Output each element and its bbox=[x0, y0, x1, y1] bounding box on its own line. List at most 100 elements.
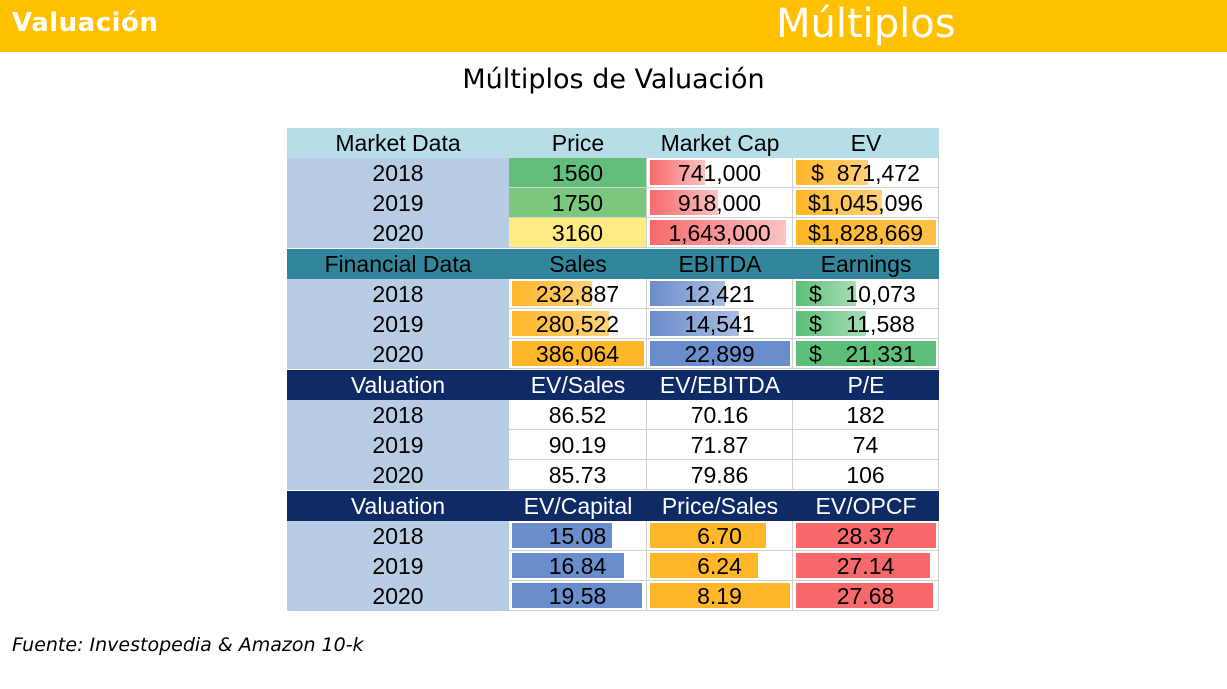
header-cell: EV/Sales bbox=[509, 370, 647, 400]
header-cell: Valuation bbox=[287, 370, 509, 400]
price-sales-value: 8.19 bbox=[697, 583, 742, 609]
data-bar bbox=[650, 311, 739, 336]
sales-cell: 280,522 bbox=[509, 309, 647, 339]
table-row: 2020 19.58 8.19 27.68 bbox=[287, 581, 939, 611]
header-cell: EV/OPCF bbox=[793, 491, 939, 521]
earnings-value: 11,588 bbox=[846, 311, 915, 337]
section-title: Valuación bbox=[12, 8, 159, 38]
ev-capital-value: 19.58 bbox=[548, 583, 607, 609]
ev-cell: $1,045,096 bbox=[793, 188, 939, 218]
year-cell: 2019 bbox=[287, 551, 509, 581]
pe-cell: 74 bbox=[793, 430, 939, 460]
header-cell: EV bbox=[793, 128, 939, 158]
data-bar bbox=[796, 341, 936, 366]
data-bar bbox=[650, 281, 725, 306]
year-cell: 2019 bbox=[287, 309, 509, 339]
ev-capital-cell: 16.84 bbox=[509, 551, 647, 581]
table-row: 2018 86.52 70.16 182 bbox=[287, 400, 939, 430]
header-cell: EV/Capital bbox=[509, 491, 647, 521]
earnings-value: 21,331 bbox=[845, 341, 916, 367]
ev-opcf-cell: 28.37 bbox=[793, 521, 939, 551]
data-bar bbox=[796, 281, 856, 306]
header-cell: EV/EBITDA bbox=[647, 370, 793, 400]
data-bar bbox=[512, 281, 592, 306]
topic-title: Múltiplos bbox=[776, 1, 956, 47]
header-cell: Earnings bbox=[793, 249, 939, 279]
data-bar bbox=[796, 160, 868, 185]
year-cell: 2020 bbox=[287, 460, 509, 490]
table-row: 2020 85.73 79.86 106 bbox=[287, 460, 939, 490]
financial-header-row: Financial Data Sales EBITDA Earnings bbox=[287, 249, 939, 279]
market-cap-value: 1,643,000 bbox=[668, 220, 771, 246]
ev-ebitda-cell: 70.16 bbox=[647, 400, 793, 430]
header-cell: Financial Data bbox=[287, 249, 509, 279]
currency-symbol: $ bbox=[809, 281, 822, 307]
data-bar bbox=[650, 160, 705, 185]
ebitda-value: 22,899 bbox=[684, 341, 755, 367]
table-row: 2020 3160 1,643,000 $1,828,669 bbox=[287, 218, 939, 248]
ev-sales-cell: 86.52 bbox=[509, 400, 647, 430]
ev-value: $1,828,669 bbox=[807, 220, 924, 246]
pe-cell: 182 bbox=[793, 400, 939, 430]
data-bar bbox=[796, 583, 933, 608]
data-bar bbox=[650, 553, 758, 578]
data-bar bbox=[512, 553, 624, 578]
ev-opcf-cell: 27.14 bbox=[793, 551, 939, 581]
table-row: 386,064 2020 22,899 $21,331 bbox=[287, 339, 939, 369]
price-cell: 1560 bbox=[509, 158, 647, 188]
table-row: 2018 15.08 6.70 28.37 bbox=[287, 521, 939, 551]
ebitda-value: 12,421 bbox=[684, 281, 755, 307]
header-cell: Price bbox=[509, 128, 647, 158]
data-bar bbox=[796, 311, 866, 336]
ev-opcf-value: 28.37 bbox=[836, 523, 895, 549]
price-sales-cell: 6.24 bbox=[647, 551, 793, 581]
market-cap-cell: 1,643,000 bbox=[647, 218, 793, 248]
slide-title: Múltiplos de Valuación bbox=[462, 64, 765, 95]
market-cap-cell: 741,000 bbox=[647, 158, 793, 188]
header-cell: EBITDA bbox=[647, 249, 793, 279]
ev-value: $1,045,096 bbox=[807, 190, 924, 216]
table-row: 2019 280,522 14,541 $11,588 bbox=[287, 309, 939, 339]
ev-sales-cell: 90.19 bbox=[509, 430, 647, 460]
multiples-table: Market Data Price Market Cap EV 2018 156… bbox=[287, 128, 939, 612]
header-bar: Valuación Múltiplos bbox=[0, 0, 1227, 52]
price-sales-cell: 8.19 bbox=[647, 581, 793, 611]
ev-capital-value: 15.08 bbox=[548, 523, 607, 549]
price-sales-cell: 6.70 bbox=[647, 521, 793, 551]
header-cell: Market Cap bbox=[647, 128, 793, 158]
ebitda-cell: 22,899 bbox=[647, 339, 793, 369]
ebitda-value: 14,541 bbox=[684, 311, 755, 337]
ev-opcf-value: 27.14 bbox=[836, 553, 895, 579]
year-cell: 2019 bbox=[287, 430, 509, 460]
sales-cell: 386,064 bbox=[509, 339, 647, 369]
ebitda-cell: 14,541 bbox=[647, 309, 793, 339]
ev-capital-value: 16.84 bbox=[548, 553, 607, 579]
year-cell: 2018 bbox=[287, 158, 509, 188]
data-bar bbox=[512, 311, 609, 336]
data-bar bbox=[650, 341, 790, 366]
header-cell: Price/Sales bbox=[647, 491, 793, 521]
data-bar bbox=[796, 220, 936, 245]
year-cell: 2020 bbox=[287, 581, 509, 611]
price-sales-value: 6.24 bbox=[697, 553, 742, 579]
valuation-header-row: Valuation EV/Capital Price/Sales EV/OPCF bbox=[287, 491, 939, 521]
year-cell: 2019 bbox=[287, 188, 509, 218]
sales-value: 386,064 bbox=[535, 341, 620, 367]
price-sales-value: 6.70 bbox=[697, 523, 742, 549]
sales-value: 232,887 bbox=[535, 281, 620, 307]
currency-symbol: $ bbox=[809, 311, 822, 337]
ev-sales-cell: 85.73 bbox=[509, 460, 647, 490]
table-row: 2019 16.84 6.24 27.14 bbox=[287, 551, 939, 581]
table-row: 2018 1560 741,000 $ 871,472 bbox=[287, 158, 939, 188]
market-cap-cell: 918,000 bbox=[647, 188, 793, 218]
earnings-value: 10,073 bbox=[845, 281, 916, 307]
header-cell: Valuation bbox=[287, 491, 509, 521]
ev-ebitda-cell: 79.86 bbox=[647, 460, 793, 490]
data-bar bbox=[796, 190, 882, 215]
data-bar bbox=[650, 583, 790, 608]
ev-cell: $ 871,472 bbox=[793, 158, 939, 188]
data-bar bbox=[512, 523, 612, 548]
market-cap-value: 741,000 bbox=[677, 160, 762, 186]
earnings-cell: $21,331 bbox=[793, 339, 939, 369]
header-cell: Market Data bbox=[287, 128, 509, 158]
